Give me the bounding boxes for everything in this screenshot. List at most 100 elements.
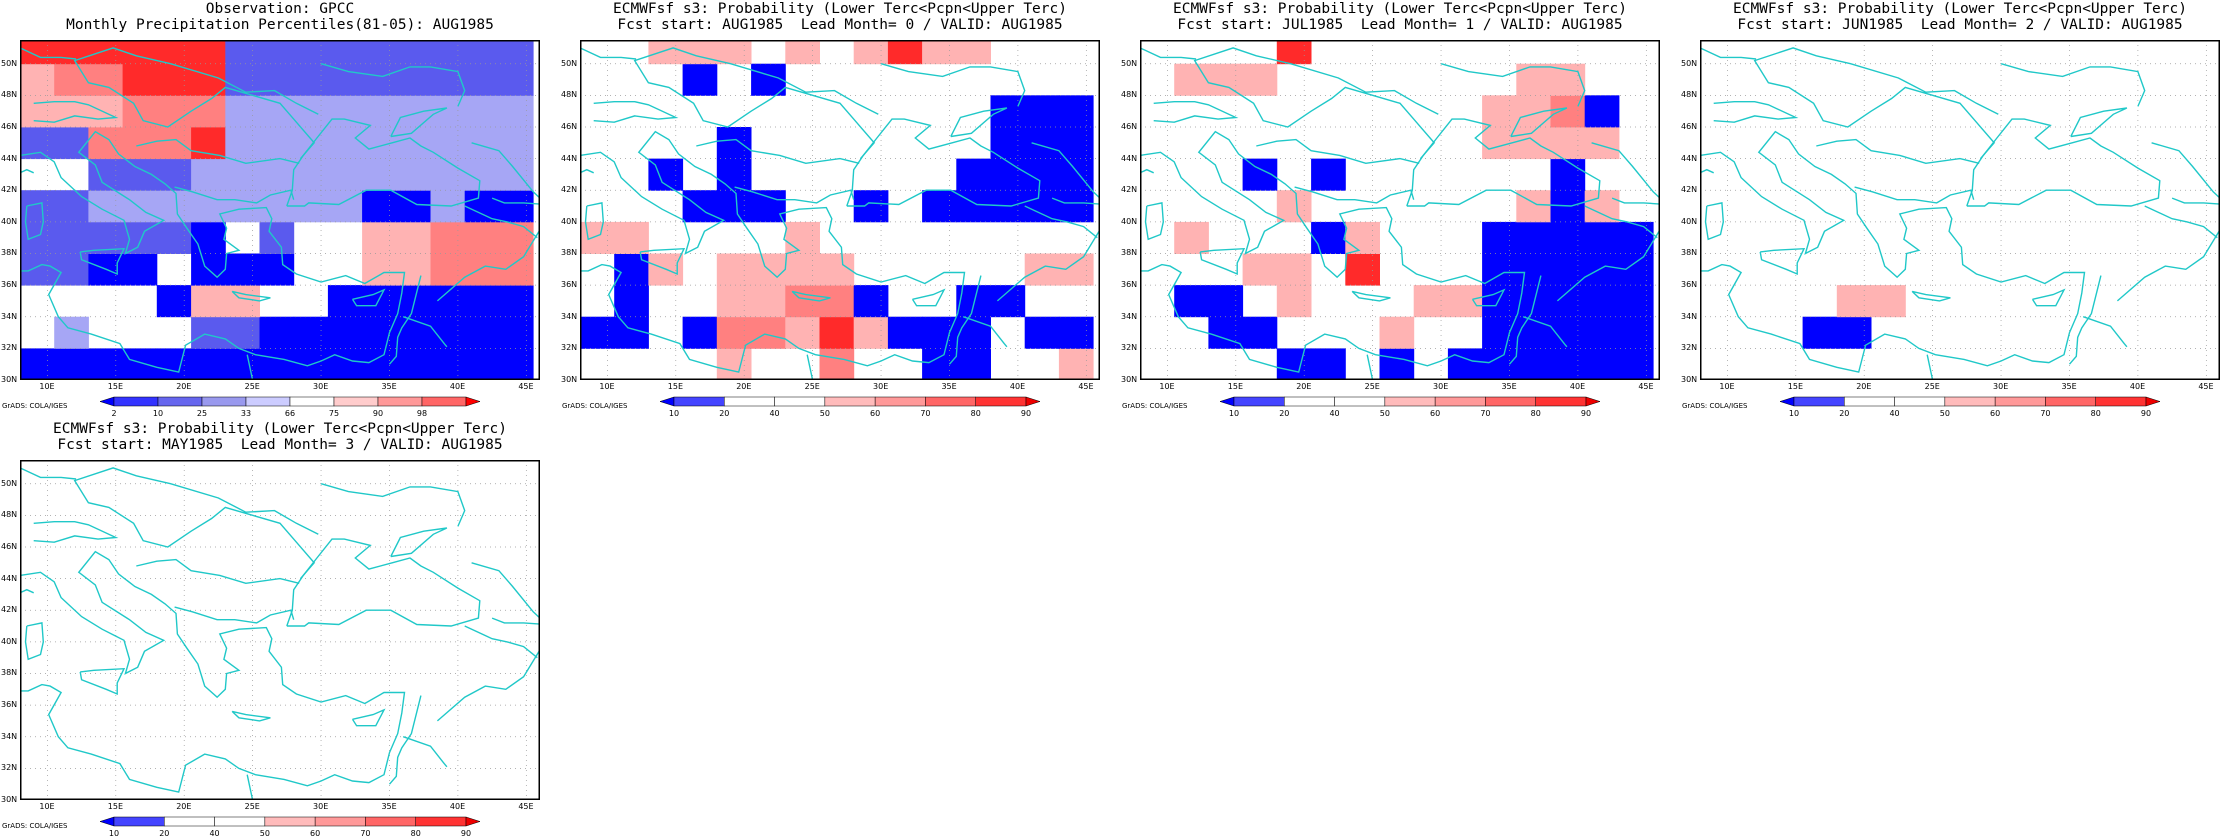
grid-cell: [1550, 285, 1586, 318]
coastline: [1700, 47, 1757, 60]
grid-cell: [259, 127, 295, 160]
colorbar-label: 50: [1380, 409, 1390, 418]
grid-cell: [191, 127, 226, 160]
grid-cell: [293, 63, 329, 96]
grid-cell: [498, 348, 534, 380]
lat-tick-label: 38N: [1121, 248, 1138, 258]
lon-tick-label: 10E: [1159, 382, 1175, 391]
grid-cell: [1242, 316, 1278, 349]
grid-cell: [1024, 190, 1060, 223]
grid-cell: [1482, 348, 1517, 380]
coastline: [1024, 205, 1098, 239]
panel-subtitle: Fcst start: AUG1985 Lead Month= 0 / VALI…: [617, 17, 1063, 33]
panel-lead3: ECMWFsf s3: Probability (Lower Terc<Pcpn…: [0, 420, 560, 840]
panel-title: ECMWFsf s3: Probability (Lower Terc<Pcpn…: [53, 421, 507, 437]
colorbar-label: 50: [1940, 409, 1950, 418]
coastline: [880, 63, 1026, 107]
lon-tick-label: 15E: [1787, 382, 1804, 391]
colorbar-segment: [1284, 396, 1335, 407]
coastline: [2151, 142, 2220, 205]
coastline: [806, 354, 882, 380]
grid-cell: [122, 127, 158, 160]
coastline: [20, 168, 34, 174]
grid-cell: [614, 316, 649, 349]
grid-cell: [362, 190, 397, 223]
colorbar-label: 40: [1329, 409, 1339, 418]
map-frame: [580, 40, 1100, 380]
coastline: [20, 47, 77, 60]
lat-tick-label: 40N: [1, 216, 18, 226]
coastline: [1591, 142, 1660, 205]
grid-cell: [191, 285, 226, 318]
coastline: [20, 588, 34, 594]
colorbar-label: 50: [820, 409, 830, 418]
colorbar-segment: [2095, 396, 2147, 407]
grid-cell: [54, 348, 89, 380]
lat-tick-label: 36N: [1121, 280, 1138, 290]
grid-cell: [498, 95, 534, 128]
colorbar-label: 90: [2141, 409, 2151, 418]
grid-cell: [682, 316, 718, 349]
coastline: [79, 247, 126, 276]
lon-tick-label: 40E: [449, 802, 466, 811]
grid-cell: [259, 316, 295, 349]
lat-tick-label: 50N: [1, 478, 18, 488]
coastline: [1556, 229, 1660, 302]
grid-cell: [327, 316, 363, 349]
lon-tick-label: 20E: [736, 382, 752, 391]
colorbar-segment: [1894, 396, 1946, 407]
credit-label: GrADS: COLA/IGES: [2, 822, 68, 830]
grid-cell: [88, 40, 124, 65]
grid-cell: [191, 190, 226, 223]
grid-cell: [1413, 285, 1449, 318]
colorbar: 10 20 40 50 60 70 80 90: [100, 816, 480, 838]
grid-cell: [1276, 190, 1312, 223]
grid-cell: [293, 158, 329, 191]
grid-cell: [464, 40, 500, 65]
grid-cell: [191, 221, 226, 254]
colorbar-segment: [289, 396, 335, 407]
grid-cell: [54, 63, 89, 96]
grid-cell: [1174, 285, 1209, 318]
grid-cell: [1516, 316, 1551, 349]
coastline: [388, 275, 422, 365]
grid-cell: [887, 40, 923, 65]
colorbar-segment: [2045, 396, 2096, 407]
colorbar-segment: [824, 396, 876, 407]
lat-tick-label: 38N: [1, 248, 18, 258]
lat-tick-label: 40N: [1681, 216, 1698, 226]
colorbar-segment: [1485, 396, 1536, 407]
colorbar-segment: [264, 816, 316, 827]
grid-cell: [396, 40, 431, 65]
lon-tick-label: 45E: [1638, 382, 1654, 391]
coastline: [1140, 168, 1154, 174]
grid-cell: [88, 63, 124, 96]
grid-cell: [1482, 95, 1517, 128]
grid-cell: [1379, 316, 1415, 349]
grid-cell: [54, 190, 89, 223]
grid-cell: [716, 316, 752, 349]
grid-cell: [54, 316, 89, 349]
grid-cell: [956, 348, 991, 380]
grid-cell: [785, 253, 820, 286]
colorbar-segment: [1434, 396, 1486, 407]
grid-cell: [682, 40, 718, 65]
coastline: [1471, 288, 1506, 307]
grid-cell: [580, 316, 615, 349]
coastline: [20, 130, 406, 373]
coastline: [1926, 354, 2002, 380]
grid-cell: [156, 40, 192, 65]
lat-tick-label: 50N: [1121, 58, 1138, 68]
grid-cell: [956, 40, 991, 65]
panel-subtitle: Monthly Precipitation Percentiles(81-05)…: [66, 17, 494, 33]
lat-tick-label: 32N: [1121, 343, 1138, 353]
grid-cell: [614, 285, 649, 318]
colorbar-label: 10: [153, 409, 163, 418]
lat-tick-label: 46N: [1, 121, 18, 131]
lat-tick-label: 46N: [1681, 121, 1698, 131]
grid-cell: [1618, 316, 1654, 349]
colorbar-label: 20: [1279, 409, 1289, 418]
colorbar-segment: [214, 816, 266, 827]
grid-cell: [1242, 253, 1278, 286]
grid-cell: [396, 127, 431, 160]
